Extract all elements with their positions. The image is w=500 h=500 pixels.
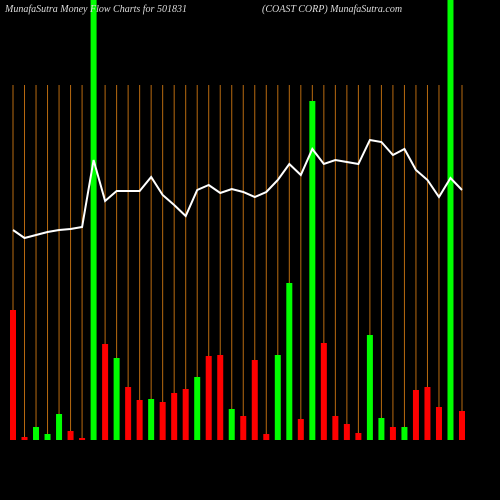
- money-flow-line: [12, 138, 463, 240]
- bar: [343, 424, 350, 440]
- bar: [412, 390, 419, 440]
- bar: [148, 399, 155, 440]
- bar: [79, 438, 86, 440]
- bar: [274, 355, 281, 440]
- bar: [286, 283, 293, 440]
- bar: [102, 344, 109, 440]
- bar: [217, 355, 224, 440]
- bar: [205, 356, 212, 440]
- bar: [21, 437, 28, 440]
- bar: [90, 0, 97, 440]
- bar: [194, 377, 201, 440]
- bar: [251, 360, 258, 440]
- bar: [263, 434, 270, 440]
- bar: [435, 407, 442, 440]
- bar: [125, 387, 132, 440]
- bar: [447, 0, 454, 440]
- bar: [332, 416, 339, 440]
- bar: [159, 402, 166, 440]
- bar: [424, 387, 431, 440]
- bar: [113, 358, 120, 440]
- bar: [44, 434, 51, 440]
- chart-title: MunafaSutra Money Flow Charts for 501831: [4, 4, 187, 15]
- bar: [33, 427, 40, 440]
- bar: [366, 335, 373, 440]
- bar: [56, 414, 63, 440]
- bar: [136, 400, 143, 440]
- bar: [171, 393, 178, 440]
- bar: [459, 411, 465, 440]
- bar: [401, 427, 408, 440]
- bar: [182, 389, 189, 440]
- bar: [240, 416, 247, 440]
- bar: [320, 343, 327, 440]
- chart-subtitle: (COAST CORP) MunafaSutra.com: [262, 4, 402, 15]
- bar: [10, 310, 16, 440]
- bar: [389, 427, 396, 440]
- bar: [228, 409, 235, 440]
- bar: [297, 419, 304, 440]
- bar: [378, 418, 385, 440]
- bar: [355, 433, 362, 440]
- bar: [309, 101, 316, 440]
- bar: [67, 431, 74, 440]
